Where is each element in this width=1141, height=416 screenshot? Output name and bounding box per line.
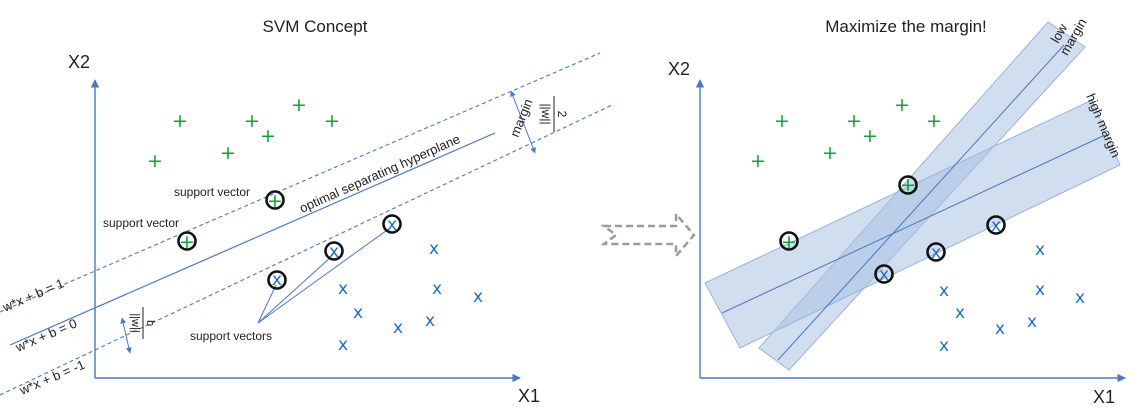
negative-point: x xyxy=(429,239,439,259)
support-vector-ring xyxy=(986,215,1006,235)
upper-margin-line xyxy=(0,52,601,313)
negative-point: x xyxy=(939,336,949,356)
right-title: Maximize the margin! xyxy=(825,17,987,36)
negative-support-point: x xyxy=(387,215,397,235)
support-vector-ring xyxy=(874,264,894,284)
support-vector-ring xyxy=(177,231,197,251)
right-panel: Maximize the margin! X2 X1 low margin hi… xyxy=(668,16,1126,407)
positive-point: + xyxy=(172,110,188,132)
support-vectors-label: support vectors xyxy=(190,329,272,343)
positive-point: + xyxy=(750,150,766,172)
positive-point: + xyxy=(220,142,236,164)
negative-support-point: x xyxy=(272,270,282,290)
negative-point: x xyxy=(1035,240,1045,260)
negative-point: x xyxy=(939,281,949,301)
support-vector-ring xyxy=(324,241,344,261)
left-x-axis-label: X1 xyxy=(518,386,540,406)
positive-point: + xyxy=(291,94,307,116)
negative-point: x xyxy=(995,319,1005,339)
support-vector-ring xyxy=(265,190,285,210)
left-y-axis-label: X2 xyxy=(68,52,90,72)
positive-point: + xyxy=(894,94,910,116)
left-title: SVM Concept xyxy=(263,17,368,36)
positive-point: + xyxy=(774,110,790,132)
positive-point: + xyxy=(846,110,862,132)
support-vector-ring xyxy=(267,270,287,290)
margin-fraction: 2 ||w|| xyxy=(539,96,569,132)
eq-minus-label: w*x + b = -1 xyxy=(16,357,87,398)
margin-arrow xyxy=(510,90,536,154)
margin-fraction-num: 2 xyxy=(555,111,569,118)
negative-point: x xyxy=(1027,312,1037,332)
positive-point: + xyxy=(324,110,340,132)
low-margin-center-line xyxy=(777,44,1065,361)
support-vector-ring xyxy=(382,214,402,234)
margin-fraction-den: ||w|| xyxy=(539,103,553,124)
positive-point: + xyxy=(862,125,878,147)
hyperplane-line xyxy=(9,132,496,346)
support-vector-ring xyxy=(779,231,799,251)
pointer-line xyxy=(257,256,332,324)
offset-fraction: b ||w|| xyxy=(129,307,156,339)
negative-point: x xyxy=(432,279,442,299)
negative-point: x xyxy=(1035,280,1045,300)
negative-point: x xyxy=(425,311,435,331)
offset-fraction-den: ||w|| xyxy=(129,313,141,332)
positive-point: + xyxy=(260,125,276,147)
transition-arrow-icon xyxy=(600,210,696,260)
negative-point: x xyxy=(1075,288,1085,308)
positive-point: + xyxy=(244,110,260,132)
high-margin-center-line xyxy=(721,135,1104,314)
pointer-line xyxy=(257,284,277,324)
eq-plus-label: w*x + b = 1 xyxy=(0,276,66,316)
negative-support-point: x xyxy=(931,243,941,263)
lower-margin-line xyxy=(0,104,613,396)
support-vector-ring xyxy=(898,175,918,195)
support-vector-ring xyxy=(926,242,946,262)
right-x-axis-label: X1 xyxy=(1093,387,1115,407)
pointer-line xyxy=(257,227,391,324)
eq-zero-label: w*x + b = 0 xyxy=(12,316,79,356)
negative-point: x xyxy=(353,303,363,323)
positive-point: + xyxy=(147,150,163,172)
positive-support-point: + xyxy=(900,174,916,196)
offset-arrow xyxy=(120,317,132,354)
margin-formula: margin xyxy=(507,97,536,139)
negative-point: x xyxy=(955,303,965,323)
margin-label: margin xyxy=(507,97,536,139)
negative-point: x xyxy=(338,279,348,299)
negative-support-point: x xyxy=(329,242,339,262)
negative-point: x xyxy=(338,335,348,355)
right-y-axis-label: X2 xyxy=(668,59,690,79)
negative-point: x xyxy=(393,318,403,338)
negative-support-point: x xyxy=(991,216,1001,236)
positive-point: + xyxy=(926,110,942,132)
support-vector-label-2: support vector xyxy=(103,216,179,230)
negative-support-point: x xyxy=(879,265,889,285)
offset-fraction-num: b xyxy=(144,320,156,326)
left-panel: SVM Concept X2 X1 margin 2 ||w|| b ||w||… xyxy=(0,17,613,406)
support-vector-label-1: support vector xyxy=(174,185,250,199)
positive-point: + xyxy=(822,142,838,164)
negative-point: x xyxy=(473,287,483,307)
